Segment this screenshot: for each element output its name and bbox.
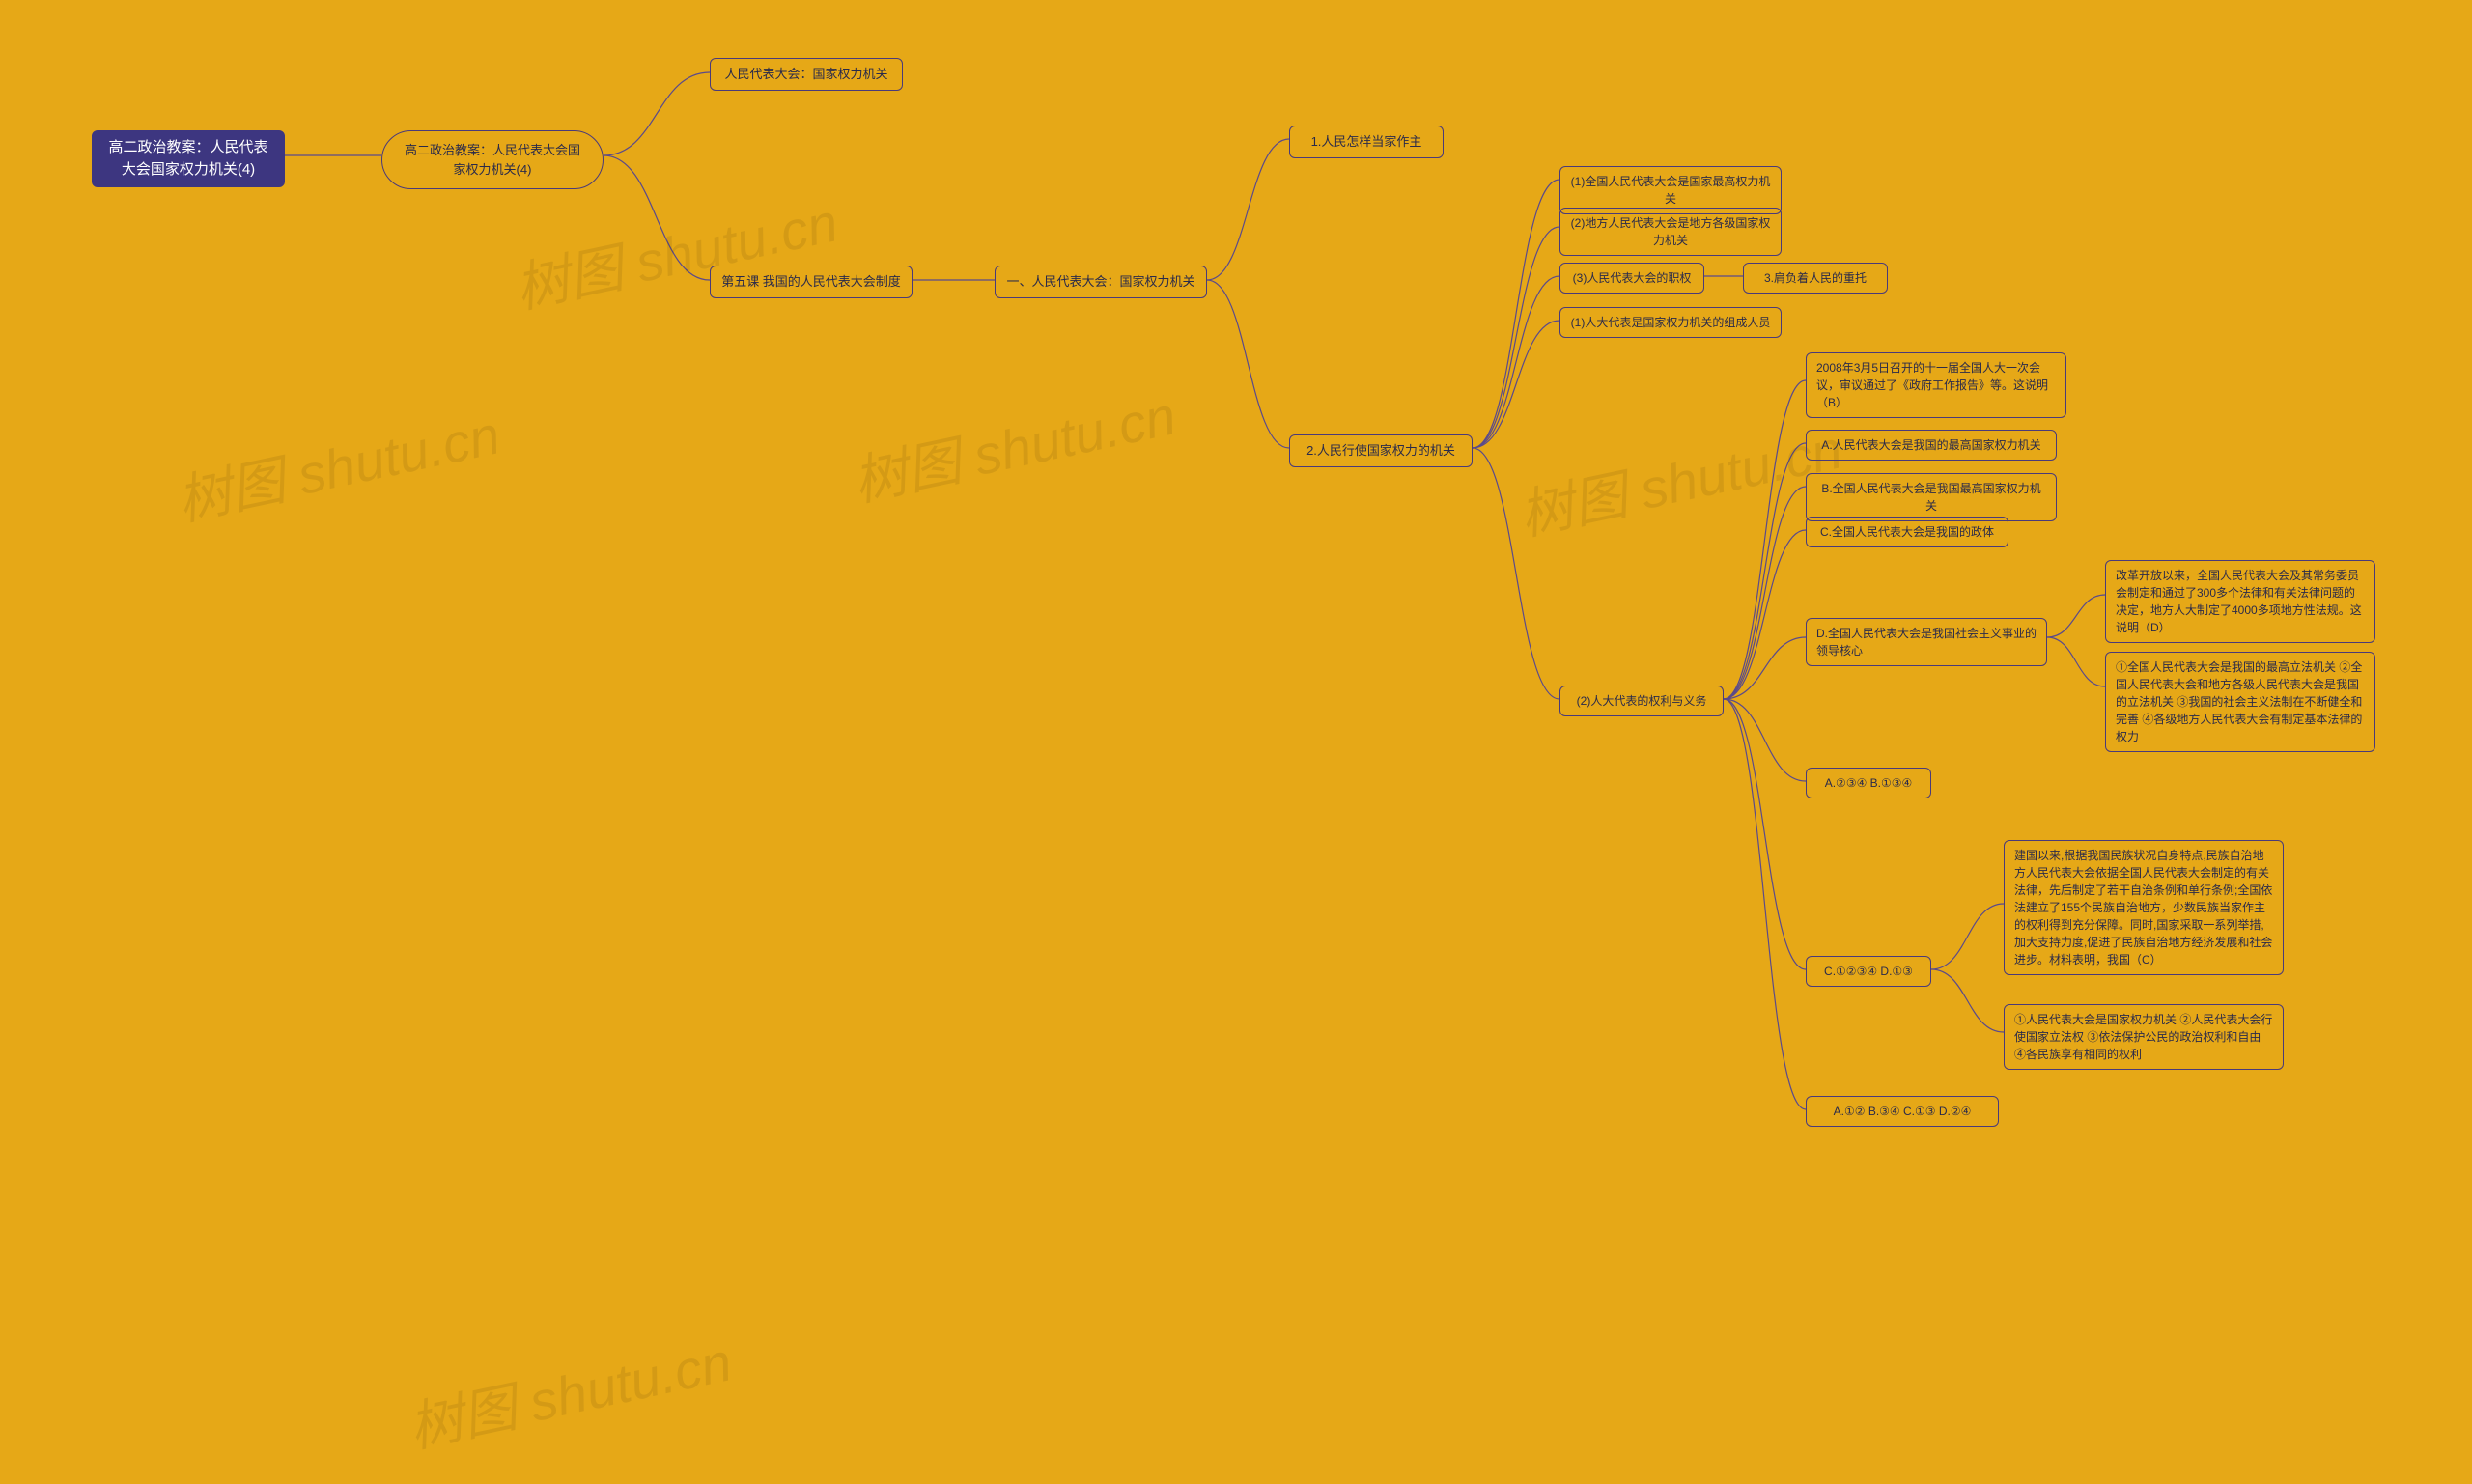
mindmap-node[interactable]: C.①②③④ D.①③ xyxy=(1806,956,1931,987)
mindmap-node[interactable]: 人民代表大会：国家权力机关 xyxy=(710,58,903,91)
mindmap-node[interactable]: 第五课 我国的人民代表大会制度 xyxy=(710,266,913,298)
connector xyxy=(1473,321,1559,448)
mindmap-node[interactable]: 1.人民怎样当家作主 xyxy=(1289,126,1444,158)
mindmap-node[interactable]: 高二政治教案：人民代表大会国家权力机关(4) xyxy=(92,130,285,187)
mindmap-node[interactable]: (2)人大代表的权利与义务 xyxy=(1559,686,1724,716)
mindmap-node[interactable]: A.人民代表大会是我国的最高国家权力机关 xyxy=(1806,430,2057,461)
connector xyxy=(1724,487,1806,699)
mindmap-node[interactable]: ①人民代表大会是国家权力机关 ②人民代表大会行使国家立法权 ③依法保护公民的政治… xyxy=(2004,1004,2284,1070)
connector xyxy=(1473,276,1559,448)
mindmap-node[interactable]: ①全国人民代表大会是我国的最高立法机关 ②全国人民代表大会和地方各级人民代表大会… xyxy=(2105,652,2375,752)
connectors-svg xyxy=(0,0,2472,1484)
mindmap-node[interactable]: C.全国人民代表大会是我国的政体 xyxy=(1806,517,2008,547)
connector xyxy=(1207,280,1289,448)
watermark: 树图 shutu.cn xyxy=(169,392,506,537)
mindmap-node[interactable]: 建国以来,根据我国民族状况自身特点,民族自治地方人民代表大会依据全国人民代表大会… xyxy=(2004,840,2284,975)
mindmap-canvas: 树图 shutu.cn树图 shutu.cn树图 shutu.cn树图 shut… xyxy=(0,0,2472,1484)
mindmap-node[interactable]: 2.人民行使国家权力的机关 xyxy=(1289,434,1473,467)
connector xyxy=(1473,448,1559,699)
mindmap-node[interactable]: 改革开放以来，全国人民代表大会及其常务委员会制定和通过了300多个法律和有关法律… xyxy=(2105,560,2375,643)
watermark: 树图 shutu.cn xyxy=(1511,406,1848,551)
connector xyxy=(604,155,710,280)
mindmap-node[interactable]: B.全国人民代表大会是我国最高国家权力机关 xyxy=(1806,473,2057,521)
connector xyxy=(1473,180,1559,448)
mindmap-node[interactable]: (2)地方人民代表大会是地方各级国家权力机关 xyxy=(1559,208,1782,256)
connector xyxy=(1724,699,1806,781)
watermark: 树图 shutu.cn xyxy=(401,1319,738,1464)
connector xyxy=(1931,904,2004,969)
connector xyxy=(604,72,710,155)
watermark: 树图 shutu.cn xyxy=(507,180,844,324)
connector xyxy=(1724,699,1806,969)
watermark: 树图 shutu.cn xyxy=(845,373,1182,518)
connector xyxy=(2047,637,2105,686)
mindmap-node[interactable]: 2008年3月5日召开的十一届全国人大一次会议，审议通过了《政府工作报告》等。这… xyxy=(1806,352,2066,418)
mindmap-node[interactable]: A.②③④ B.①③④ xyxy=(1806,768,1931,798)
mindmap-node[interactable]: (3)人民代表大会的职权 xyxy=(1559,263,1704,294)
connector xyxy=(1724,380,1806,699)
mindmap-node[interactable]: 3.肩负着人民的重托 xyxy=(1743,263,1888,294)
connector xyxy=(1724,637,1806,699)
mindmap-node[interactable]: D.全国人民代表大会是我国社会主义事业的领导核心 xyxy=(1806,618,2047,666)
connector xyxy=(2047,595,2105,637)
connector xyxy=(1724,443,1806,699)
connector xyxy=(1931,969,2004,1032)
connector xyxy=(1473,227,1559,448)
connector xyxy=(1207,139,1289,280)
mindmap-node[interactable]: (1)人大代表是国家权力机关的组成人员 xyxy=(1559,307,1782,338)
connector xyxy=(1724,530,1806,699)
mindmap-node[interactable]: 一、人民代表大会：国家权力机关 xyxy=(995,266,1207,298)
mindmap-node[interactable]: A.①② B.③④ C.①③ D.②④ xyxy=(1806,1096,1999,1127)
connector xyxy=(1724,699,1806,1109)
mindmap-node[interactable]: 高二政治教案：人民代表大会国家权力机关(4) xyxy=(381,130,604,189)
